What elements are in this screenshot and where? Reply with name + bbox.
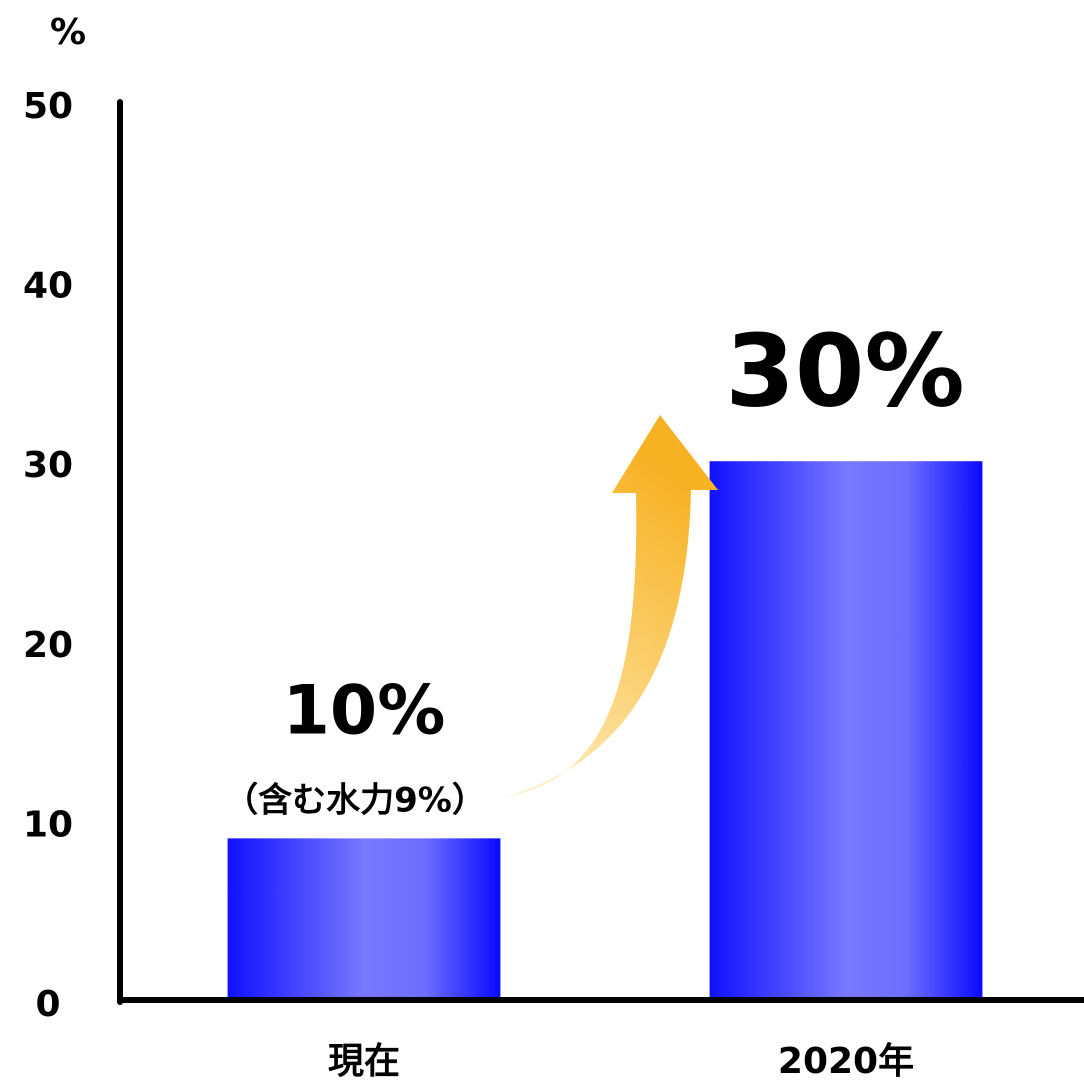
y-tick-label: 50: [23, 86, 73, 127]
annotation: 10%: [283, 672, 446, 751]
bar: [709, 461, 983, 1000]
y-tick-label: 30: [23, 445, 73, 486]
bar: [227, 838, 501, 1000]
y-axis-label: %: [50, 12, 86, 53]
annotation: 30%: [725, 312, 964, 429]
y-tick-label: 10: [23, 804, 73, 845]
annotation: （含む水力9%）: [224, 781, 486, 821]
y-tick-label: 20: [23, 625, 73, 666]
y-tick-label: 40: [23, 266, 73, 307]
x-tick-label: 2020年: [778, 1041, 914, 1082]
y-tick-label: 0: [35, 984, 60, 1025]
growth-arrow: [502, 415, 718, 798]
x-tick-label: 現在: [328, 1041, 400, 1082]
